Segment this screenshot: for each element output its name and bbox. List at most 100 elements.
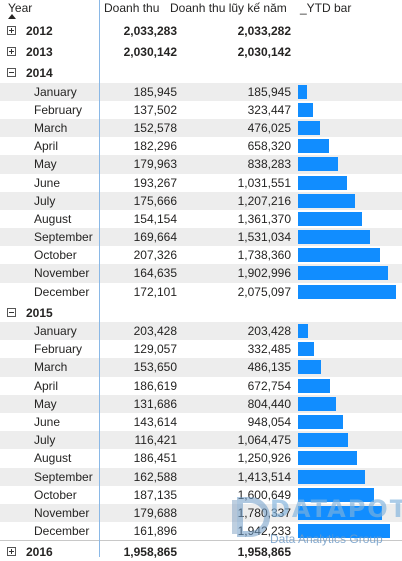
revenue-cell: 172,101 <box>133 284 177 299</box>
ytd-cell: 1,902,996 <box>237 266 291 281</box>
month-row: April 186,619 672,754 <box>0 377 402 395</box>
revenue-cell: 193,267 <box>133 175 177 190</box>
ytd-bar <box>298 378 330 393</box>
month-row: May 131,686 804,440 <box>0 394 402 413</box>
revenue-cell: 169,664 <box>133 230 177 245</box>
collapse-icon[interactable] <box>7 307 16 317</box>
column-divider <box>99 0 100 557</box>
revenue-cell: 2,030,142 <box>123 45 177 60</box>
ytd-bar-cell <box>298 192 402 210</box>
month-label: June <box>34 175 61 190</box>
expand-icon[interactable] <box>7 547 16 557</box>
revenue-cell: 1,958,865 <box>123 545 177 560</box>
revenue-cell: 143,614 <box>133 414 177 429</box>
ytd-bar <box>298 248 380 263</box>
ytd-bar <box>298 284 396 299</box>
ytd-bar <box>298 193 355 208</box>
ytd-cell: 1,064,475 <box>237 433 291 448</box>
year-label: 2012 <box>26 24 53 38</box>
ytd-cell: 2,033,282 <box>237 24 291 38</box>
year-label: 2016 <box>26 545 53 560</box>
year-row: 2015 <box>0 304 402 322</box>
ytd-bar-cell <box>298 322 402 340</box>
ytd-bar-cell <box>298 83 402 101</box>
ytd-cell: 1,361,370 <box>237 211 291 226</box>
revenue-cell: 152,578 <box>133 120 177 135</box>
ytd-cell: 332,485 <box>247 342 291 357</box>
revenue-cell: 2,033,283 <box>123 24 177 38</box>
expand-icon[interactable] <box>7 26 16 35</box>
month-label: July <box>34 433 56 448</box>
ytd-bar-cell <box>298 246 402 264</box>
year-row: 2012 2,033,283 2,033,282 <box>0 22 402 40</box>
revenue-cell: 154,154 <box>133 211 177 226</box>
header-ytd-bar[interactable]: _YTD bar <box>300 1 352 15</box>
revenue-cell: 131,686 <box>133 396 177 411</box>
ytd-cell: 1,031,551 <box>237 175 291 190</box>
year-row: 2014 <box>0 64 402 82</box>
row-gap <box>0 540 402 542</box>
month-label: January <box>34 324 77 338</box>
revenue-cell: 179,688 <box>133 505 177 520</box>
ytd-bar-cell <box>298 155 402 173</box>
ytd-bar-cell <box>298 264 402 282</box>
month-label: October <box>34 487 77 502</box>
revenue-cell: 153,650 <box>133 360 177 375</box>
ytd-cell <box>180 64 291 82</box>
ytd-cell: 804,440 <box>247 396 291 411</box>
ytd-bar <box>298 324 308 338</box>
ytd-bar-cell <box>298 395 402 413</box>
month-label: August <box>34 451 72 466</box>
month-label: December <box>34 524 90 539</box>
month-row: March 152,578 476,025 <box>0 118 402 138</box>
month-row: May 179,963 838,283 <box>0 155 402 174</box>
month-label: June <box>34 414 61 429</box>
revenue-cell: 116,421 <box>134 433 178 448</box>
month-row: January 203,428 203,428 <box>0 322 402 341</box>
expand-icon[interactable] <box>7 47 16 57</box>
month-row: November 164,635 1,902,996 <box>0 264 402 283</box>
revenue-cell: 137,502 <box>133 102 177 117</box>
sort-ascending-icon[interactable] <box>8 14 16 19</box>
revenue-cell: 179,963 <box>133 157 177 172</box>
ytd-bar-cell <box>298 522 402 540</box>
ytd-bar <box>298 396 336 411</box>
month-row: July 116,421 1,064,475 <box>0 431 402 450</box>
ytd-cell: 1,531,034 <box>237 230 291 245</box>
month-label: February <box>34 102 83 117</box>
revenue-cell <box>100 64 177 82</box>
year-label: 2015 <box>26 305 53 320</box>
ytd-bar-cell <box>298 119 402 137</box>
header-ytd[interactable]: Doanh thu lũy kế năm <box>170 1 287 15</box>
month-label: May <box>34 157 57 172</box>
header-year[interactable]: Year <box>8 1 33 15</box>
ytd-bar-cell <box>298 358 402 376</box>
ytd-bar <box>298 451 357 466</box>
month-label: September <box>34 230 93 245</box>
ytd-bar-cell <box>298 377 402 395</box>
year-label: 2013 <box>26 45 53 60</box>
ytd-bar <box>298 342 314 357</box>
ytd-bar <box>298 469 365 484</box>
ytd-cell: 2,075,097 <box>237 284 291 299</box>
month-row: June 143,614 948,054 <box>0 413 402 431</box>
table-header: Year Doanh thu Doanh thu lũy kế năm _YTD… <box>0 0 402 22</box>
ytd-bar <box>298 211 362 226</box>
year-row: 2016 1,958,865 1,958,865 <box>0 543 402 561</box>
month-row: April 182,296 658,320 <box>0 137 402 155</box>
ytd-cell: 203,428 <box>247 324 291 338</box>
ytd-bar <box>298 175 347 190</box>
ytd-bar-cell <box>298 431 402 449</box>
month-label: August <box>34 211 72 226</box>
month-label: October <box>34 248 77 263</box>
ytd-bar <box>298 414 343 429</box>
month-label: February <box>34 342 83 357</box>
ytd-cell: 323,447 <box>247 102 291 117</box>
ytd-bar-cell <box>298 413 402 431</box>
month-row: October 207,326 1,738,360 <box>0 246 402 264</box>
collapse-icon[interactable] <box>7 68 16 78</box>
header-revenue[interactable]: Doanh thu <box>104 1 160 15</box>
month-label: July <box>34 193 56 208</box>
year-label: 2014 <box>26 66 53 81</box>
